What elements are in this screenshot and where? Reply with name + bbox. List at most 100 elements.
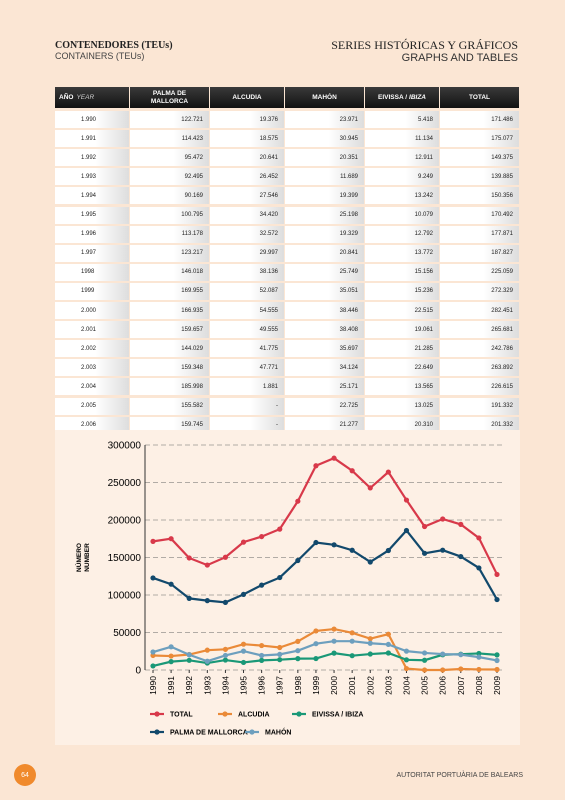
table-cell: 19.061 bbox=[365, 321, 440, 339]
data-point bbox=[385, 650, 391, 656]
data-point bbox=[277, 644, 283, 651]
data-point bbox=[403, 497, 410, 503]
series-line bbox=[152, 640, 498, 663]
table-cell: 32.572 bbox=[210, 225, 285, 243]
data-point bbox=[421, 550, 428, 556]
table-cell: 1.993 bbox=[55, 168, 130, 186]
x-tick-label: 2000 bbox=[329, 676, 339, 695]
table-cell: 21.285 bbox=[365, 340, 440, 358]
table-cell: 1.990 bbox=[55, 111, 130, 128]
table-cell: 15.156 bbox=[365, 263, 440, 281]
section-subtitle: CONTAINERS (TEUs) bbox=[55, 51, 145, 61]
x-tick-label: 2009 bbox=[492, 676, 502, 695]
data-point bbox=[295, 648, 301, 654]
footer-text: AUTORITAT PORTUÀRIA DE BALEARS bbox=[396, 772, 523, 779]
data-point bbox=[476, 666, 482, 673]
data-point bbox=[259, 533, 265, 540]
legend-swatch bbox=[154, 729, 160, 735]
data-point bbox=[385, 469, 391, 475]
table-cell: 146.018 bbox=[130, 263, 210, 281]
page-title: SERIES HISTÓRICAS Y GRÁFICOS bbox=[331, 38, 518, 52]
table-cell: 272.329 bbox=[440, 282, 520, 300]
data-point bbox=[186, 657, 192, 663]
data-point bbox=[168, 659, 174, 665]
table-cell: 122.721 bbox=[130, 111, 210, 128]
table-cell: 15.236 bbox=[365, 282, 440, 300]
legend-label: MAHÓN bbox=[265, 728, 291, 737]
table-cell: 49.555 bbox=[210, 321, 285, 339]
x-tick-label: 2003 bbox=[383, 676, 393, 695]
data-point bbox=[349, 630, 355, 636]
data-point bbox=[421, 650, 428, 656]
table-cell: 23.971 bbox=[285, 111, 365, 128]
x-tick-label: 2005 bbox=[420, 676, 430, 695]
data-point bbox=[458, 666, 464, 672]
table-cell: 113.178 bbox=[130, 225, 210, 243]
table-cell: 159.657 bbox=[130, 321, 210, 339]
data-point bbox=[313, 655, 319, 662]
table-cell: 47.771 bbox=[210, 359, 285, 377]
x-tick-label: 1992 bbox=[184, 676, 194, 695]
legend-swatch bbox=[296, 711, 302, 717]
table-cell: 149.375 bbox=[440, 149, 520, 167]
y-tick-label: 50000 bbox=[113, 628, 141, 639]
table-cell: 92.495 bbox=[130, 168, 210, 186]
table-cell: 100.795 bbox=[130, 206, 210, 224]
legend-label: ALCUDIA bbox=[238, 712, 270, 719]
table-cell: 13.772 bbox=[365, 244, 440, 262]
data-point bbox=[204, 647, 210, 653]
table-cell: 2.000 bbox=[55, 302, 130, 319]
x-tick-label: 1999 bbox=[311, 676, 321, 695]
table-cell: 35.051 bbox=[285, 282, 365, 300]
data-point bbox=[295, 638, 301, 644]
table-cell: 2.002 bbox=[55, 340, 130, 358]
data-point bbox=[367, 640, 373, 646]
data-point bbox=[240, 659, 247, 666]
table-cell: 20.841 bbox=[285, 244, 365, 262]
data-point bbox=[403, 665, 410, 672]
table-cell: 1.994 bbox=[55, 187, 130, 205]
data-point bbox=[277, 574, 283, 581]
data-point bbox=[494, 596, 500, 603]
table-cell: 11.689 bbox=[285, 168, 365, 186]
table-cell: 175.077 bbox=[440, 130, 520, 148]
data-point bbox=[222, 599, 229, 605]
data-point bbox=[349, 547, 355, 553]
table-cell: 19.399 bbox=[285, 187, 365, 205]
table-cell: 191.332 bbox=[440, 397, 520, 415]
table-cell: 13.565 bbox=[365, 378, 440, 396]
data-point bbox=[349, 653, 355, 659]
data-point bbox=[295, 557, 301, 564]
data-point bbox=[440, 667, 446, 673]
header-text: YEAR bbox=[76, 93, 95, 101]
header-cell: EIVISSA / IBIZA bbox=[365, 87, 440, 108]
data-point bbox=[403, 657, 410, 663]
table-cell: 34.420 bbox=[210, 206, 285, 224]
data-point bbox=[367, 559, 373, 565]
data-point bbox=[385, 547, 391, 554]
data-point bbox=[168, 581, 174, 587]
data-point bbox=[476, 565, 482, 571]
table-cell: 35.697 bbox=[285, 340, 365, 358]
legend-swatch bbox=[249, 729, 255, 735]
data-point bbox=[222, 554, 229, 560]
table-cell: 12.911 bbox=[365, 149, 440, 167]
data-point bbox=[385, 641, 391, 648]
data-point bbox=[186, 652, 192, 658]
table-cell: 225.059 bbox=[440, 263, 520, 281]
data-point bbox=[295, 498, 301, 504]
data-point bbox=[494, 657, 500, 664]
x-tick-label: 1998 bbox=[293, 676, 303, 695]
data-point bbox=[458, 521, 464, 527]
data-point bbox=[458, 652, 464, 658]
data-point bbox=[222, 657, 229, 663]
table-cell: 169.955 bbox=[130, 282, 210, 300]
table-cell: 20.351 bbox=[285, 149, 365, 167]
data-point bbox=[277, 526, 283, 532]
table-cell: 26.452 bbox=[210, 168, 285, 186]
data-point bbox=[421, 667, 428, 673]
data-point bbox=[421, 657, 428, 663]
y-tick-label: 300000 bbox=[108, 441, 142, 452]
table-cell: 170.492 bbox=[440, 206, 520, 224]
